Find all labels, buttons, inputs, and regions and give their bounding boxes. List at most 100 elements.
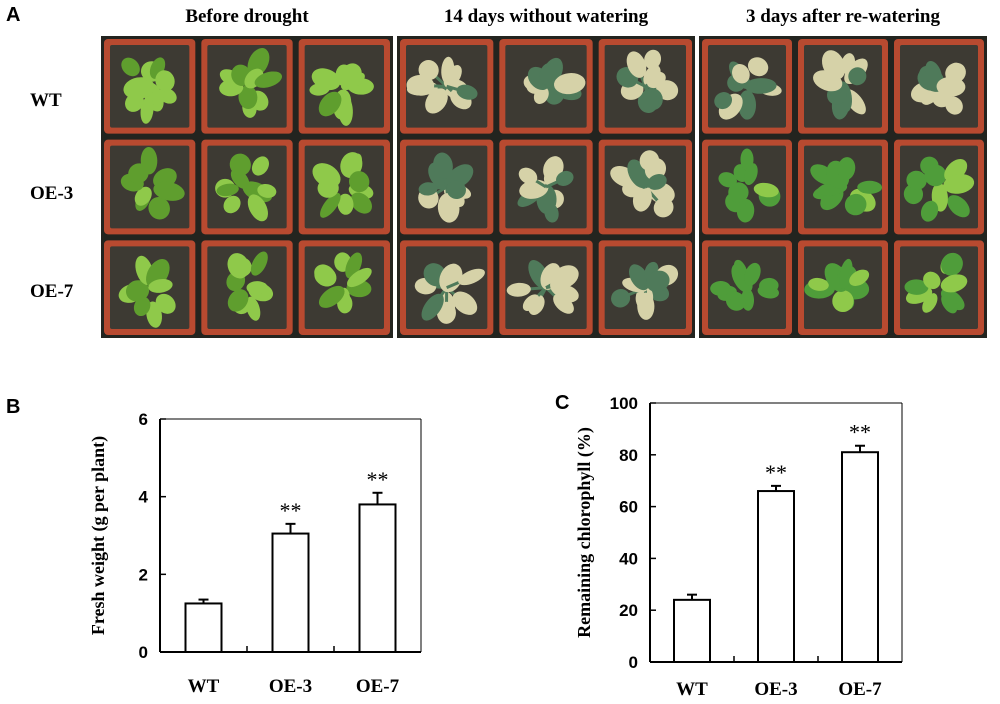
fresh-weight-y-tick-label: 4 [139,488,149,507]
leaf [350,192,372,214]
leaf [421,293,444,321]
leaf [550,274,570,296]
leaf [247,48,270,77]
panel-a-letter: A [6,4,21,26]
leaf [314,264,335,284]
chlorophyll-category-label: WT [676,679,708,700]
leaf [747,57,769,77]
leaf [216,183,239,197]
photo-rewatering [699,36,987,338]
leaf [837,157,856,181]
chlorophyll-y-tick-label: 40 [619,549,638,568]
leaf [518,167,538,185]
fresh-weight-category-label: WT [188,676,220,697]
leaf [808,277,829,291]
leaf [318,285,345,308]
fresh-weight-y-tick-label: 6 [139,410,148,429]
leaf [347,267,372,288]
leaf [647,174,667,190]
leaf [233,257,252,277]
leaf [446,180,466,200]
fresh-weight-category-label: OE-7 [356,676,400,697]
fresh-weight-bar-oe-7 [358,503,397,653]
fresh-weight-y-tick-label: 2 [139,565,148,584]
leaf [920,200,939,222]
leaf [849,269,870,286]
chlorophyll-y-tick-label: 20 [619,601,638,620]
leaf [821,50,846,80]
leaf [904,279,929,295]
leaf [140,96,154,124]
leaf [848,67,867,86]
leaf [637,90,659,113]
photo-before-drought [101,36,393,338]
leaf [338,95,353,126]
leaf [940,274,968,293]
column-title-drought: 14 days without watering [443,6,649,27]
leaf [223,195,241,214]
fresh-weight-bar-oe-3 [271,532,310,654]
leaf [611,289,631,308]
leaf [257,183,277,198]
leaf [759,277,779,294]
leaf [626,51,647,78]
leaf [250,251,268,276]
leaf [155,70,175,92]
leaf [251,156,269,176]
leaf [941,252,963,276]
leaf [229,153,251,176]
chlorophyll-y-tick-label: 80 [619,446,638,465]
leaf [943,174,975,194]
leaf [936,76,966,97]
fresh-weight-significance-label: ** [367,467,389,492]
leaf [433,152,453,179]
fresh-weight-category-label: OE-3 [269,676,312,697]
leaf [644,49,662,70]
leaf [148,197,170,220]
leaf [646,270,670,293]
leaf [923,271,941,290]
chlorophyll-bar-oe-3 [757,490,795,663]
leaf [732,63,750,84]
leaf [246,281,268,295]
fresh-weight-significance-label: ** [280,498,302,523]
leaf [425,88,448,114]
leaf [738,90,757,120]
leaf [418,182,438,196]
leaf [437,192,460,223]
leaf [458,268,485,286]
chlorophyll-y-axis-title: Remaining chlorophyll (%) [574,427,595,638]
leaf [744,163,758,186]
column-title-rewatering: 3 days after re-watering [746,6,940,27]
leaf [714,92,733,110]
leaf [718,172,737,188]
row-label-wt: WT [30,90,62,111]
leaf [155,293,176,314]
chlorophyll-y-tick-label: 100 [610,394,638,413]
leaf [121,57,140,77]
leaf [839,258,853,290]
leaf [753,182,779,198]
leaf [637,292,655,320]
leaf [320,192,341,218]
leaf [318,91,342,117]
leaf [238,85,258,110]
chlorophyll-y-tick-label: 0 [629,653,638,672]
leaf [247,194,268,222]
panel-b-letter: B [6,396,21,418]
leaf [125,280,150,302]
leaf [646,71,666,89]
leaf [349,171,370,193]
leaf [653,197,674,218]
leaf [456,84,478,100]
leaf [744,262,761,286]
leaf [554,73,586,95]
leaf [710,281,731,296]
leaf [947,195,970,218]
leaf [941,293,958,314]
leaf [340,72,365,91]
leaf [522,294,540,312]
chlorophyll-y-tick-label: 60 [619,498,638,517]
leaf [227,289,249,312]
chlorophyll-bar-oe-7 [841,451,879,663]
